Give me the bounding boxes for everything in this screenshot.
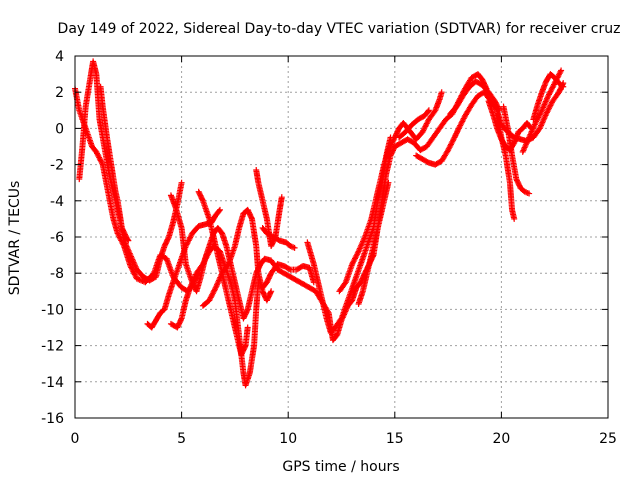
chart-title: Day 149 of 2022, Sidereal Day-to-day VTE… bbox=[58, 21, 621, 37]
y-tick-label: 4 bbox=[55, 49, 64, 65]
y-tick-label: -12 bbox=[41, 339, 64, 355]
y-tick-label: -8 bbox=[50, 266, 64, 282]
y-tick-label: -4 bbox=[50, 194, 64, 210]
data-series-track-14 bbox=[355, 179, 392, 307]
data-series-track-19 bbox=[485, 98, 535, 154]
x-tick-label: 5 bbox=[177, 431, 186, 447]
grid-lines bbox=[75, 56, 608, 418]
y-tick-label: -6 bbox=[50, 230, 64, 246]
data-series-track-10 bbox=[259, 224, 298, 251]
y-tick-label: -14 bbox=[41, 375, 64, 391]
x-tick-label: 20 bbox=[492, 431, 510, 447]
data-series-track-6 bbox=[167, 71, 490, 344]
data-series-track-3 bbox=[97, 83, 132, 244]
y-tick-label: 0 bbox=[55, 121, 64, 137]
y-tick-label: 2 bbox=[55, 85, 64, 101]
y-axis-label: SDTVAR / TECUs bbox=[7, 181, 23, 296]
y-tick-label: -16 bbox=[41, 411, 64, 427]
y-tick-label: -10 bbox=[41, 302, 64, 318]
data-points bbox=[72, 58, 567, 389]
x-tick-label: 10 bbox=[279, 431, 297, 447]
x-tick-label: 0 bbox=[71, 431, 80, 447]
y-tick-label: -2 bbox=[50, 158, 64, 174]
x-axis-label: GPS time / hours bbox=[282, 459, 399, 475]
data-series-track-13 bbox=[336, 89, 445, 295]
x-tick-label: 25 bbox=[599, 431, 617, 447]
data-series-track-21 bbox=[530, 71, 567, 123]
x-tick-label: 15 bbox=[386, 431, 404, 447]
data-series-track-11 bbox=[259, 261, 317, 291]
data-series-track-16 bbox=[447, 78, 503, 117]
axis-ticks: 0 5 10 15 20 25 -16 -14 -12 -10 -8 -6 -4 -2 0 2 4 bbox=[41, 49, 617, 447]
data-series-track-22 bbox=[396, 107, 432, 141]
